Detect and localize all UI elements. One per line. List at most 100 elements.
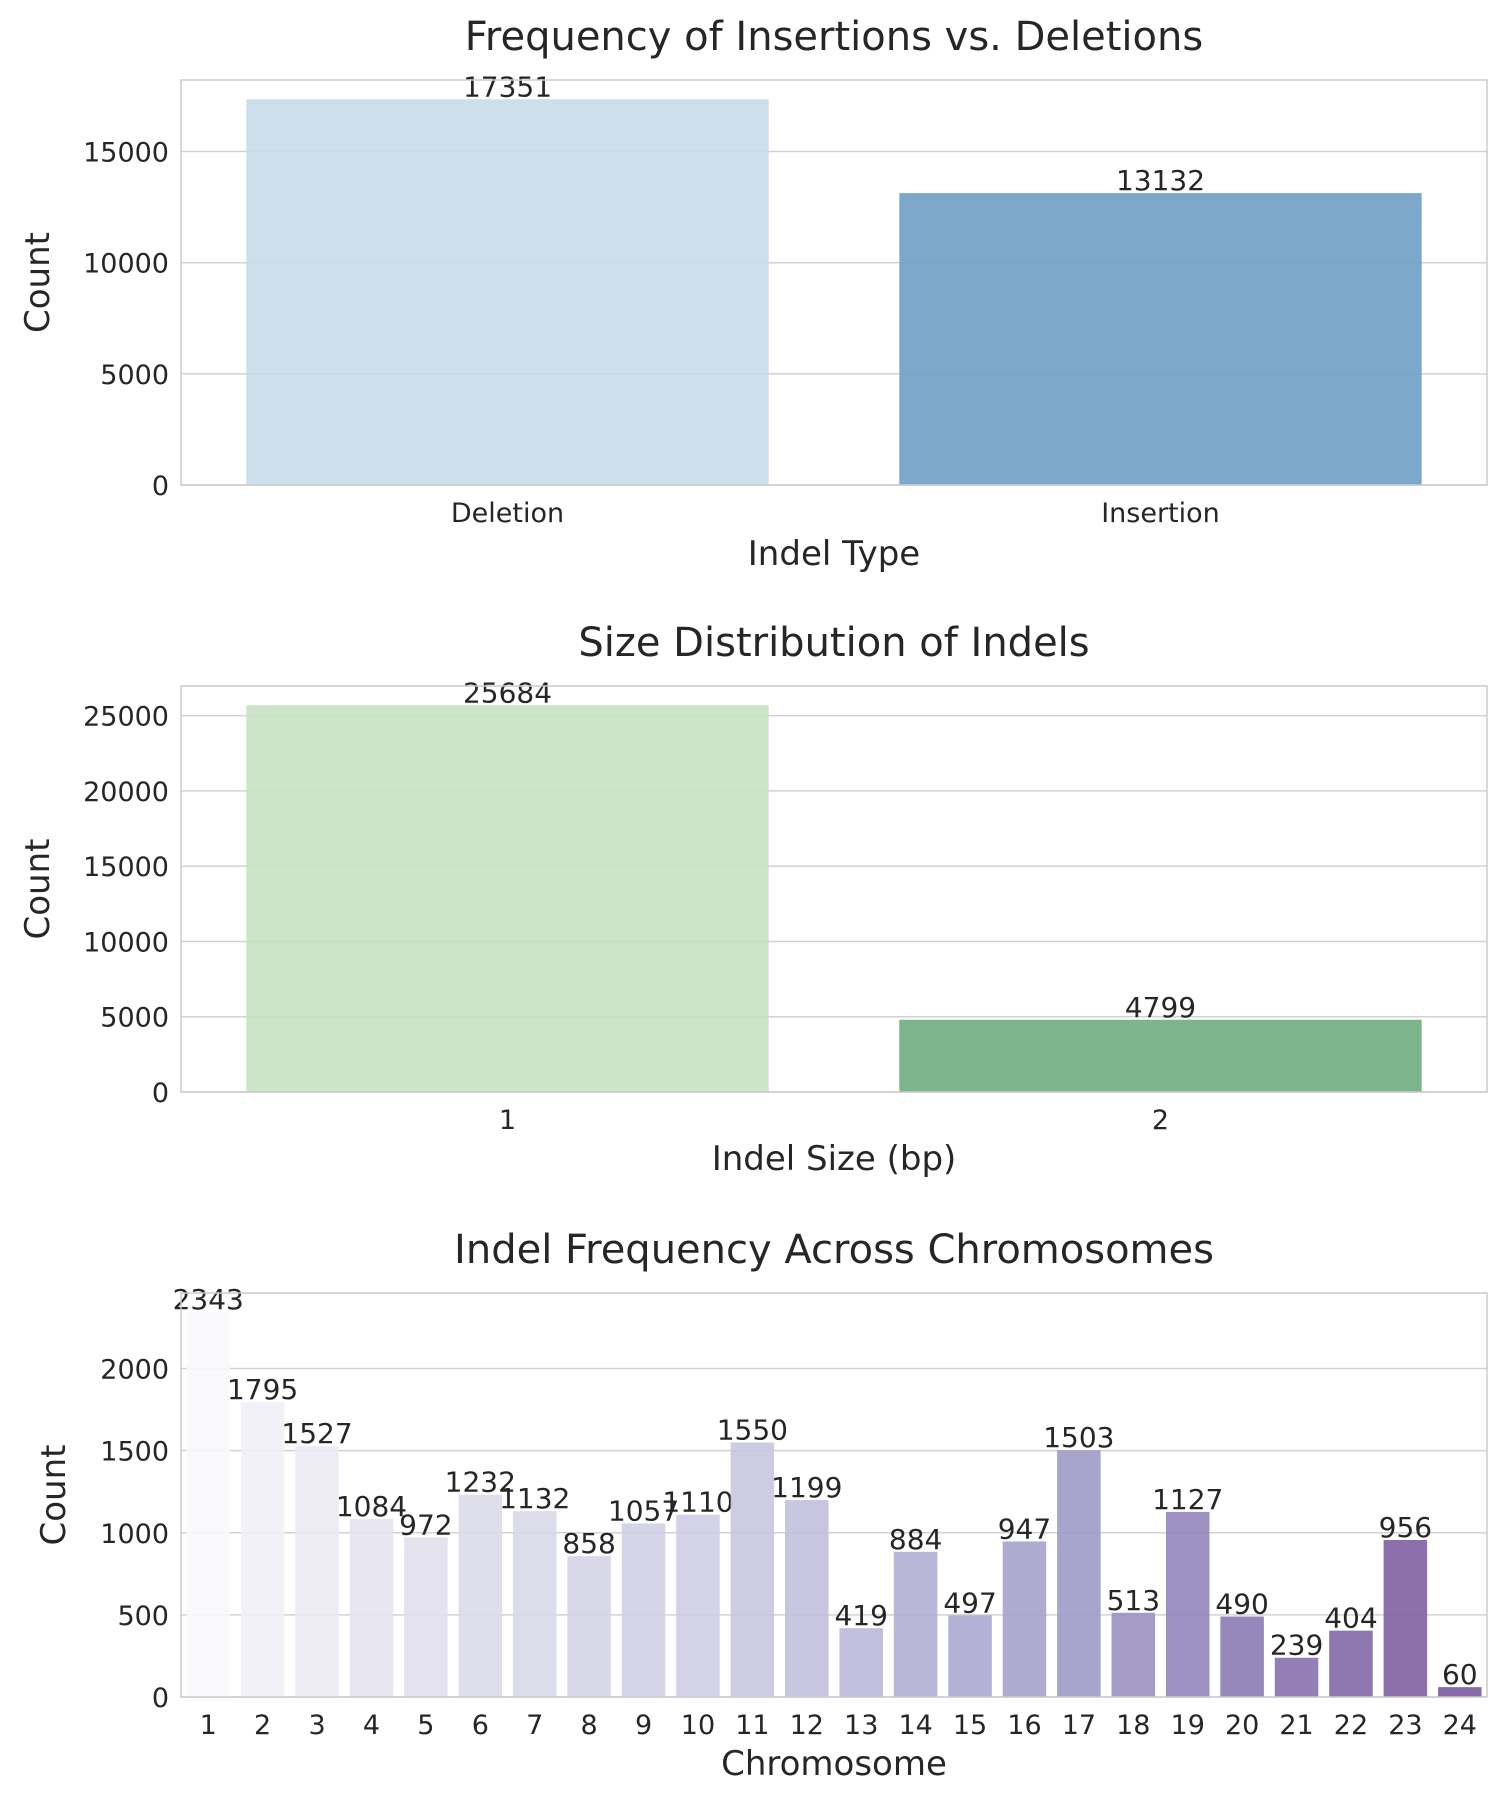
data-label: 1527: [281, 1417, 352, 1450]
x-tick-label: 7: [526, 1710, 543, 1741]
x-tick-label: Insertion: [1101, 498, 1220, 529]
x-tick-label: 10: [681, 1710, 715, 1741]
y-tick-label: 2000: [100, 1355, 169, 1386]
data-label: 1110: [662, 1486, 733, 1519]
bar-19: [1165, 1511, 1210, 1697]
data-label: 947: [998, 1512, 1051, 1545]
x-tick-label: 2: [254, 1710, 271, 1741]
data-label: 972: [399, 1508, 452, 1541]
x-tick-label: 14: [898, 1710, 932, 1741]
bar-17: [1057, 1450, 1101, 1697]
x-tick-label: 23: [1388, 1710, 1422, 1741]
data-label: 25684: [463, 676, 552, 709]
y-tick-label: 500: [117, 1601, 169, 1632]
bar-1: [186, 1312, 230, 1697]
x-tick-label: 16: [1007, 1710, 1041, 1741]
y-tick-label: 0: [152, 471, 169, 502]
x-tick-label: 12: [790, 1710, 824, 1741]
data-label: 1232: [445, 1466, 516, 1499]
bar-10: [676, 1514, 720, 1697]
bar-2: [899, 1019, 1422, 1092]
x-tick-label: 8: [581, 1710, 598, 1741]
data-label: 1795: [227, 1373, 298, 1406]
x-tick-label: 6: [472, 1710, 489, 1741]
bar-12: [785, 1500, 829, 1697]
bar-1: [246, 705, 769, 1092]
y-tick-label: 0: [152, 1683, 169, 1714]
x-tick-label: 19: [1171, 1710, 1205, 1741]
data-label: 1057: [608, 1494, 679, 1527]
data-label: 2343: [173, 1283, 244, 1316]
data-label: 1127: [1152, 1483, 1223, 1516]
x-tick-label: 24: [1443, 1710, 1477, 1741]
x-tick-label: 9: [635, 1710, 652, 1741]
bar-6: [458, 1494, 503, 1697]
chart-title: Frequency of Insertions vs. Deletions: [465, 14, 1203, 60]
bar-13: [839, 1628, 883, 1697]
y-tick-label: 5000: [100, 1003, 169, 1034]
bar-Deletion: [246, 99, 769, 485]
x-tick-label: 5: [417, 1710, 434, 1741]
bar-4: [349, 1518, 394, 1697]
plot-frame: [180, 685, 1488, 1093]
data-label: 419: [834, 1599, 887, 1632]
y-tick-label: 20000: [83, 777, 169, 808]
bar-24: [1438, 1687, 1482, 1697]
chart-title: Size Distribution of Indels: [578, 620, 1089, 666]
bar-5: [404, 1537, 448, 1697]
y-tick-label: 5000: [100, 360, 169, 391]
bar-15: [948, 1615, 992, 1697]
y-tick-label: 1500: [100, 1437, 169, 1468]
data-label: 513: [1107, 1584, 1160, 1617]
y-tick-label: 25000: [83, 702, 169, 733]
bar-18: [1111, 1612, 1156, 1697]
bar-11: [730, 1442, 775, 1697]
bar-20: [1220, 1616, 1264, 1697]
data-label: 239: [1270, 1629, 1323, 1662]
data-label: 4799: [1125, 991, 1196, 1024]
bar-3: [295, 1446, 339, 1697]
x-tick-label: 4: [363, 1710, 380, 1741]
bar-22: [1329, 1630, 1373, 1697]
data-label: 60: [1442, 1658, 1478, 1691]
chart-title: Indel Frequency Across Chromosomes: [454, 1227, 1214, 1273]
y-tick-label: 10000: [83, 249, 169, 280]
plot-frame: [180, 1292, 1488, 1698]
bar-7: [512, 1511, 557, 1697]
x-tick-label: 18: [1116, 1710, 1150, 1741]
x-tick-label: 2: [1152, 1105, 1169, 1136]
bar-23: [1383, 1539, 1428, 1697]
x-axis-label: Chromosome: [721, 1744, 947, 1784]
bar-Insertion: [899, 193, 1422, 485]
x-tick-label: 17: [1062, 1710, 1096, 1741]
data-label: 1084: [336, 1490, 407, 1523]
y-axis-label: Count: [18, 232, 58, 333]
x-tick-label: Deletion: [451, 498, 564, 529]
y-tick-label: 10000: [83, 927, 169, 958]
data-label: 884: [889, 1523, 942, 1556]
y-axis-label: Count: [18, 839, 58, 940]
data-label: 1132: [499, 1482, 570, 1515]
data-label: 858: [562, 1527, 615, 1560]
chart-panel-2: 0 5000 10000 15000 20000 25000 25684 1 4799 2 Size…: [18, 620, 1488, 1179]
x-tick-label: 13: [844, 1710, 878, 1741]
x-tick-label: 15: [953, 1710, 987, 1741]
y-tick-label: 15000: [83, 852, 169, 883]
bar-16: [1002, 1541, 1047, 1697]
x-tick-label: 3: [308, 1710, 325, 1741]
data-label: 497: [943, 1586, 996, 1619]
x-tick-label: 20: [1225, 1710, 1259, 1741]
bar-2: [240, 1402, 285, 1697]
data-label: 1199: [771, 1471, 842, 1504]
data-label: 490: [1215, 1588, 1268, 1621]
data-label: 956: [1379, 1511, 1432, 1544]
data-label: 13132: [1116, 164, 1205, 197]
y-tick-label: 15000: [83, 138, 169, 169]
plot-frame: [180, 79, 1488, 486]
data-label: 404: [1324, 1602, 1377, 1635]
x-tick-label: 11: [735, 1710, 769, 1741]
data-label: 1503: [1043, 1421, 1114, 1454]
x-tick-label: 22: [1334, 1710, 1368, 1741]
y-tick-label: 0: [152, 1078, 169, 1109]
